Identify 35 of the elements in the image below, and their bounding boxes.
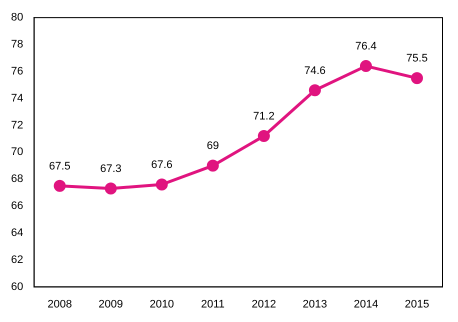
point <box>308 84 321 96</box>
data-label: 75.5 <box>406 52 428 65</box>
data-label: 69 <box>206 140 219 152</box>
point <box>104 182 117 195</box>
x-tick-label: 2010 <box>150 298 174 310</box>
data-label: 67.3 <box>100 163 122 176</box>
point <box>258 130 270 142</box>
y-tick-label: 78 <box>10 38 24 51</box>
y-tick-label: 66 <box>10 200 24 212</box>
y-tick-label: 64 <box>10 226 24 239</box>
x-tick-label: 2009 <box>98 298 124 310</box>
x-tick-label: 2013 <box>302 298 328 310</box>
y-tick-label: 74 <box>10 92 24 104</box>
y-tick-label: 80 <box>10 12 24 24</box>
y-tick-label: 60 <box>10 280 24 293</box>
data-label: 67.6 <box>151 159 173 172</box>
point <box>54 180 66 192</box>
data-label: 76.4 <box>355 40 377 53</box>
data-label: 67.5 <box>49 160 70 172</box>
x-tick-label: 2015 <box>404 298 430 310</box>
x-tick-label: 2012 <box>252 298 276 310</box>
point <box>156 178 168 191</box>
y-tick-label: 68 <box>10 173 24 186</box>
y-tick-label: 62 <box>10 254 24 266</box>
y-tick-label: 72 <box>10 119 24 132</box>
data-label: 74.6 <box>304 64 326 77</box>
x-tick-label: 2014 <box>354 298 378 310</box>
x-tick-label: 2011 <box>201 298 225 310</box>
point <box>410 72 423 84</box>
y-tick-label: 70 <box>10 146 24 158</box>
point <box>206 160 219 172</box>
y-tick-label: 76 <box>10 65 24 78</box>
x-tick-label: 2008 <box>48 298 72 310</box>
point <box>360 60 372 72</box>
data-label: 71.2 <box>253 110 275 123</box>
